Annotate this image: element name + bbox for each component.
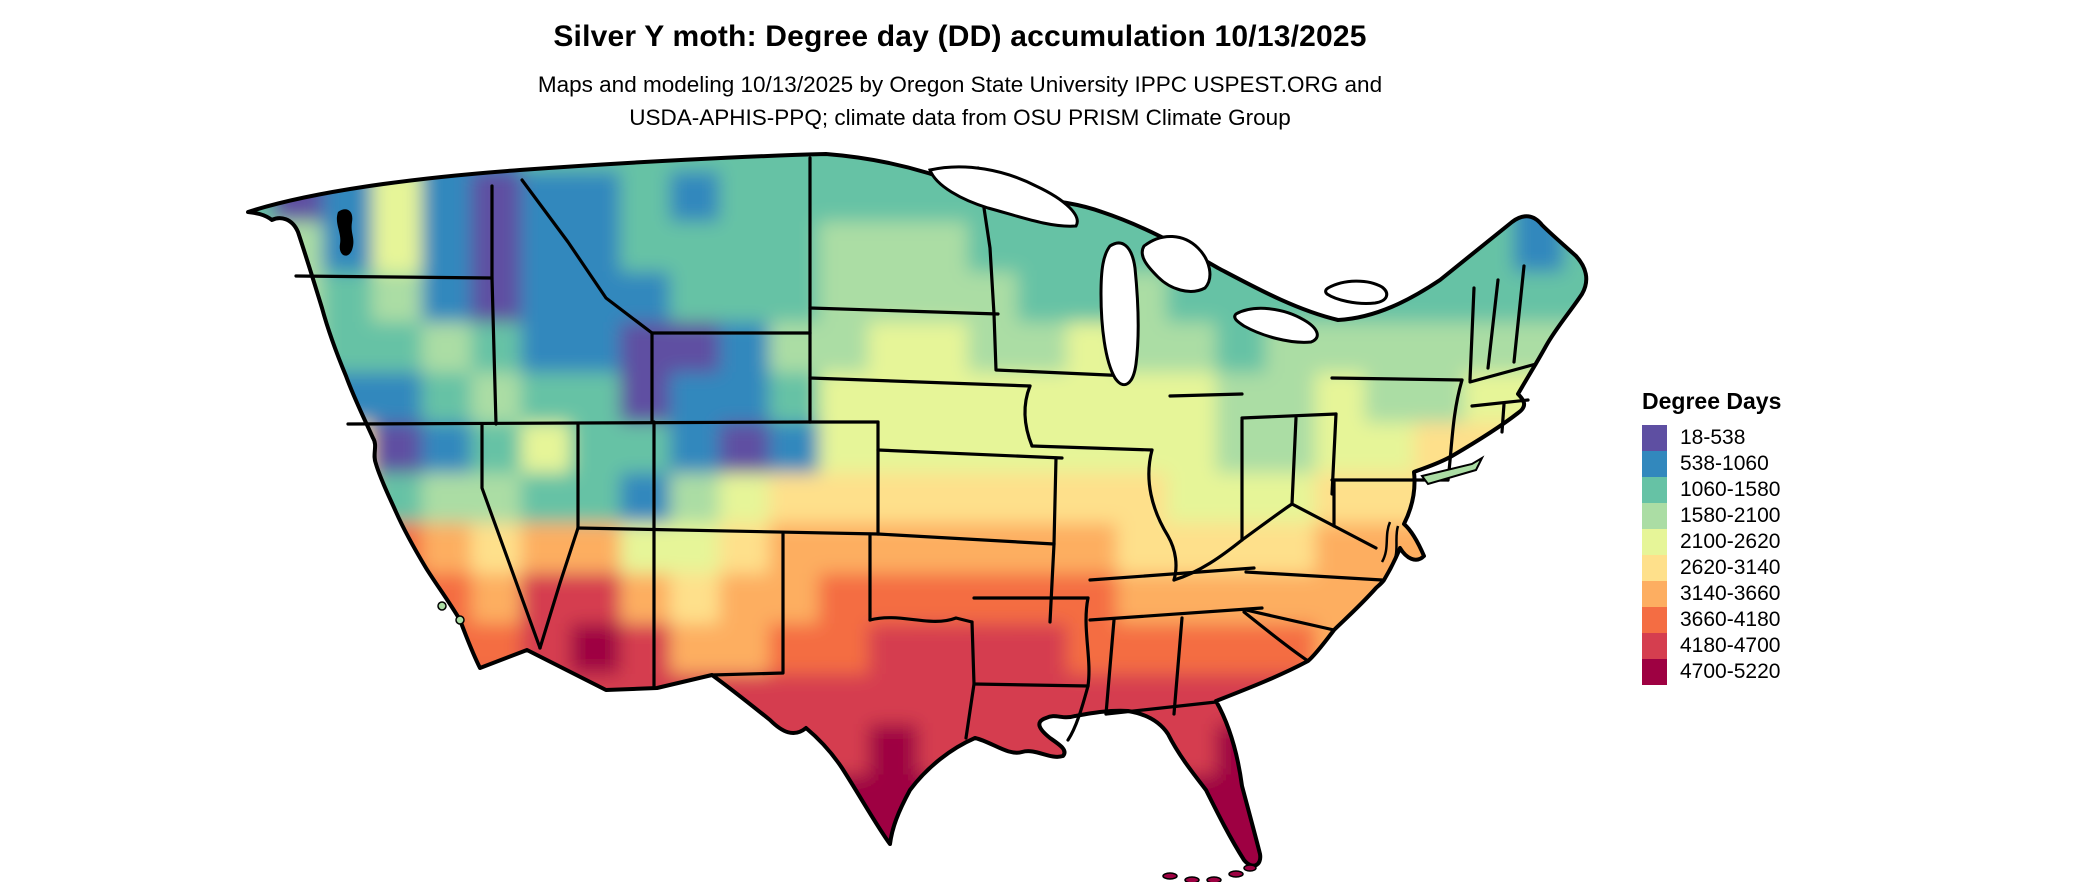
legend-swatch bbox=[1642, 607, 1667, 633]
lake-ontario bbox=[1324, 279, 1389, 305]
legend-entry: 2620-3140 bbox=[1642, 555, 1872, 581]
legend: Degree Days 18-538 538-1060 1060-1580 1580-… bbox=[1642, 388, 1872, 685]
channel-islands bbox=[437, 601, 465, 625]
legend-swatch bbox=[1642, 529, 1667, 555]
page-title: Silver Y moth: Degree day (DD) accumulat… bbox=[553, 20, 1367, 53]
legend-label: 4180-4700 bbox=[1680, 634, 1781, 657]
lake-michigan bbox=[1099, 241, 1140, 387]
legend-label: 3660-4180 bbox=[1680, 608, 1781, 631]
legend-label: 3140-3660 bbox=[1680, 582, 1781, 605]
long-island bbox=[1420, 455, 1485, 486]
legend-swatch bbox=[1642, 555, 1667, 581]
legend-label: 2100-2620 bbox=[1680, 530, 1781, 553]
us-outline bbox=[246, 152, 1589, 868]
legend-rows: 18-538 538-1060 1060-1580 1580-2100 2100-262… bbox=[1642, 425, 1872, 685]
legend-label: 1580-2100 bbox=[1680, 504, 1781, 527]
legend-entry: 1060-1580 bbox=[1642, 477, 1872, 503]
legend-label: 538-1060 bbox=[1680, 452, 1769, 475]
legend-entry: 3140-3660 bbox=[1642, 581, 1872, 607]
us-degree-day-map bbox=[230, 128, 1620, 884]
subtitle-line1: Maps and modeling 10/13/2025 by Oregon S… bbox=[537, 72, 1383, 97]
chesapeake-bay bbox=[1380, 521, 1400, 567]
legend-entry: 1580-2100 bbox=[1642, 503, 1872, 529]
lake-superior bbox=[927, 165, 1079, 228]
legend-swatch bbox=[1642, 503, 1667, 529]
legend-swatch bbox=[1642, 425, 1667, 451]
lake-huron bbox=[1140, 234, 1212, 293]
florida-keys bbox=[1162, 864, 1257, 884]
legend-entry: 538-1060 bbox=[1642, 451, 1872, 477]
legend-entry: 4180-4700 bbox=[1642, 633, 1872, 659]
header: Silver Y moth: Degree day (DD) accumulat… bbox=[0, 0, 1920, 134]
lake-erie bbox=[1233, 306, 1319, 344]
subtitle-line2: USDA-APHIS-PPQ; climate data from OSU PR… bbox=[629, 105, 1291, 130]
legend-entry: 2100-2620 bbox=[1642, 529, 1872, 555]
legend-entry: 3660-4180 bbox=[1642, 607, 1872, 633]
page-subtitle: Maps and modeling 10/13/2025 by Oregon S… bbox=[0, 54, 1920, 134]
legend-label: 2620-3140 bbox=[1680, 556, 1781, 579]
legend-label: 18-538 bbox=[1680, 426, 1746, 449]
legend-swatch bbox=[1642, 581, 1667, 607]
legend-entry: 18-538 bbox=[1642, 425, 1872, 451]
legend-label: 4700-5220 bbox=[1680, 660, 1781, 683]
legend-swatch bbox=[1642, 451, 1667, 477]
legend-swatch bbox=[1642, 477, 1667, 503]
legend-swatch bbox=[1642, 633, 1667, 659]
legend-title: Degree Days bbox=[1642, 388, 1782, 414]
puget-sound bbox=[336, 209, 354, 256]
legend-entry: 4700-5220 bbox=[1642, 659, 1872, 685]
great-lakes bbox=[927, 165, 1389, 387]
map-canvas bbox=[246, 152, 1589, 884]
legend-swatch bbox=[1642, 659, 1667, 685]
legend-label: 1060-1580 bbox=[1680, 478, 1781, 501]
